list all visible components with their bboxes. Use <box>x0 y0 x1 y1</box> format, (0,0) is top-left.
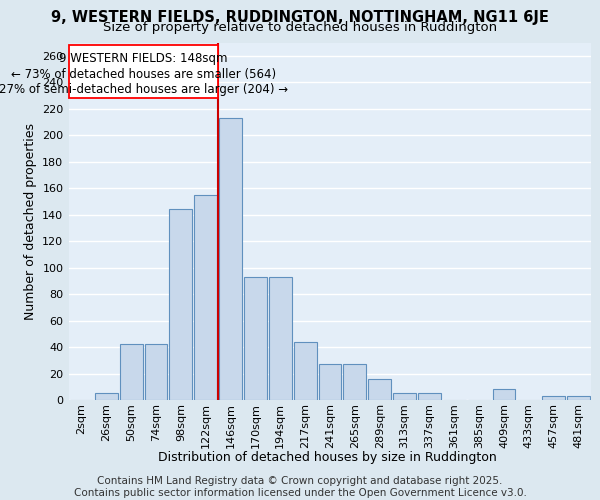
Text: 27% of semi-detached houses are larger (204) →: 27% of semi-detached houses are larger (… <box>0 82 288 96</box>
Bar <box>567 396 590 400</box>
Bar <box>368 379 391 400</box>
Text: Size of property relative to detached houses in Ruddington: Size of property relative to detached ho… <box>103 21 497 34</box>
Bar <box>244 277 267 400</box>
Bar <box>194 195 217 400</box>
Bar <box>493 390 515 400</box>
Bar <box>418 394 441 400</box>
Bar <box>145 344 167 400</box>
Bar <box>95 394 118 400</box>
Bar <box>120 344 143 400</box>
Bar <box>294 342 317 400</box>
Y-axis label: Number of detached properties: Number of detached properties <box>23 122 37 320</box>
Bar <box>542 396 565 400</box>
Bar <box>219 118 242 400</box>
Text: 9, WESTERN FIELDS, RUDDINGTON, NOTTINGHAM, NG11 6JE: 9, WESTERN FIELDS, RUDDINGTON, NOTTINGHA… <box>51 10 549 25</box>
Text: 9 WESTERN FIELDS: 148sqm: 9 WESTERN FIELDS: 148sqm <box>59 52 228 65</box>
Bar <box>319 364 341 400</box>
Text: ← 73% of detached houses are smaller (564): ← 73% of detached houses are smaller (56… <box>11 68 276 81</box>
Bar <box>343 364 366 400</box>
Text: Distribution of detached houses by size in Ruddington: Distribution of detached houses by size … <box>158 451 496 464</box>
Text: Contains HM Land Registry data © Crown copyright and database right 2025.
Contai: Contains HM Land Registry data © Crown c… <box>74 476 526 498</box>
Bar <box>269 277 292 400</box>
Bar <box>169 210 192 400</box>
Bar <box>393 394 416 400</box>
